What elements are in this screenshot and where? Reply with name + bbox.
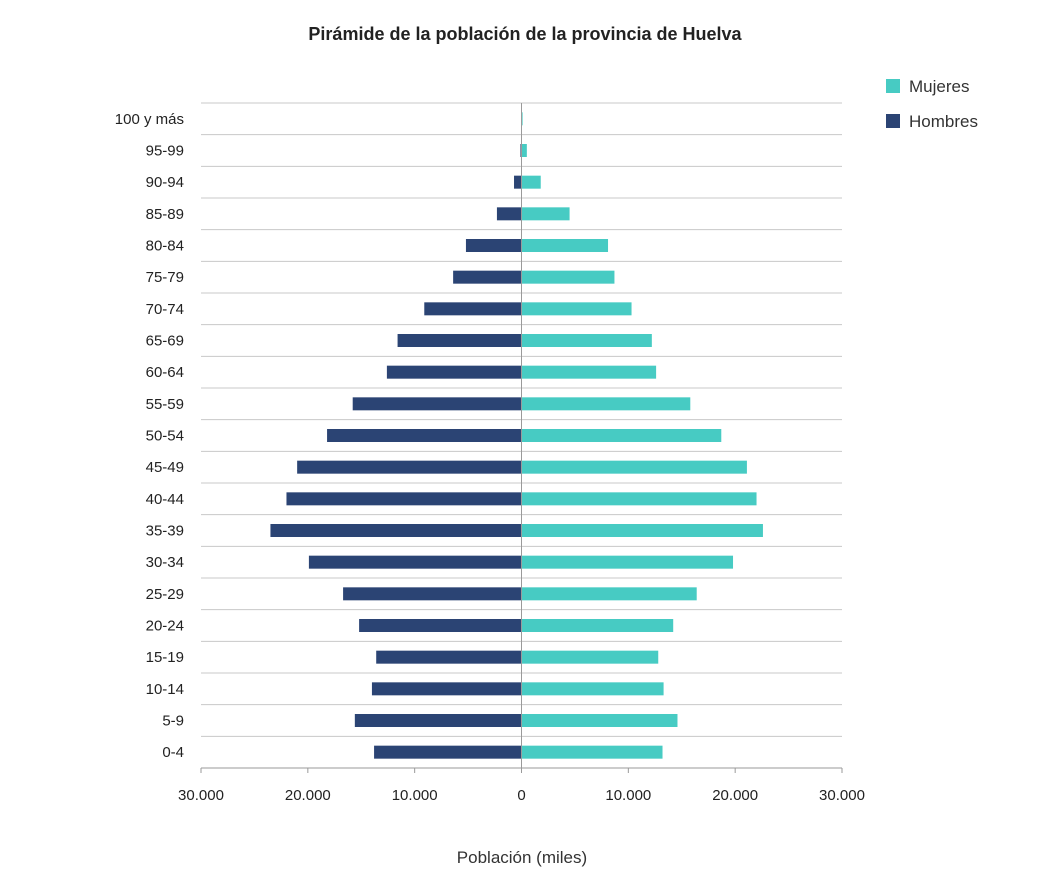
bar-hombres (354, 714, 522, 727)
category-labels: 100 y más 95-99 90-94 85-89 80-84 75-79 70-74 6… (115, 111, 184, 761)
category-label: 0-4 (162, 744, 184, 761)
bar-hombres (386, 365, 522, 379)
bar-hombres (297, 460, 522, 474)
category-label: 90-94 (146, 174, 184, 191)
category-label: 15-19 (146, 649, 184, 666)
category-label: 95-99 (146, 143, 184, 160)
bar-hombres (465, 239, 522, 252)
x-tick-labels: 30.000 20.000 10.000 0 10.000 20.000 30.000 (178, 787, 865, 804)
bar-hombres (352, 397, 522, 411)
bar-mujeres (521, 650, 659, 664)
x-axis-label: Población (miles) (457, 848, 587, 867)
category-label: 55-59 (146, 396, 184, 413)
x-tick-label: 0 (517, 787, 525, 804)
bar-mujeres (521, 144, 527, 157)
bar-mujeres (521, 112, 523, 126)
category-label: 40-44 (146, 491, 184, 508)
axes (200, 103, 843, 773)
bar-mujeres (521, 397, 691, 411)
bar-hombres (397, 334, 522, 347)
bar-hombres (359, 619, 522, 632)
bar-mujeres (521, 492, 757, 506)
bar-mujeres (521, 714, 678, 727)
bar-hombres (453, 270, 522, 284)
bar-hombres (286, 492, 522, 506)
legend-label: Hombres (909, 112, 978, 131)
category-label: 70-74 (146, 301, 184, 318)
category-label: 10-14 (146, 681, 184, 698)
legend: Mujeres Hombres (886, 77, 978, 131)
bar-mujeres (521, 175, 541, 189)
category-label: 100 y más (115, 111, 184, 128)
bar-mujeres (521, 207, 570, 221)
bar-mujeres (521, 239, 609, 252)
category-label: 50-54 (146, 428, 184, 445)
bar-mujeres (521, 524, 763, 537)
category-label: 80-84 (146, 238, 184, 255)
bars (270, 112, 763, 759)
category-label: 5-9 (162, 713, 184, 730)
bar-hombres (270, 524, 522, 537)
bar-hombres (327, 429, 522, 442)
bar-mujeres (521, 365, 657, 379)
x-tick-label: 10.000 (392, 787, 438, 804)
x-tick-label: 30.000 (819, 787, 865, 804)
bar-mujeres (521, 270, 615, 284)
bar-hombres (374, 745, 522, 759)
category-label: 60-64 (146, 364, 184, 381)
x-tick-label: 30.000 (178, 787, 224, 804)
bar-mujeres (521, 555, 734, 569)
category-label: 35-39 (146, 523, 184, 540)
bar-mujeres (521, 682, 664, 696)
legend-swatch (886, 114, 900, 128)
bar-hombres (496, 207, 522, 221)
bar-hombres (371, 682, 522, 696)
bar-mujeres (521, 334, 652, 347)
category-label: 20-24 (146, 618, 184, 635)
bar-hombres (520, 144, 522, 157)
x-tick-label: 20.000 (285, 787, 331, 804)
category-label: 45-49 (146, 459, 184, 476)
bar-mujeres (521, 745, 663, 759)
bar-hombres (424, 302, 522, 316)
bar-mujeres (521, 429, 722, 442)
category-label: 65-69 (146, 333, 184, 350)
bar-mujeres (521, 619, 674, 632)
bar-hombres (343, 587, 522, 601)
bar-mujeres (521, 587, 697, 601)
bar-hombres (514, 175, 522, 189)
bar-hombres (308, 555, 522, 569)
x-tick-label: 10.000 (605, 787, 651, 804)
category-label: 30-34 (146, 554, 184, 571)
bar-mujeres (521, 302, 632, 316)
legend-label: Mujeres (909, 77, 969, 96)
bar-hombres (376, 650, 522, 664)
category-label: 75-79 (146, 269, 184, 286)
category-label: 25-29 (146, 586, 184, 603)
x-tick-label: 20.000 (712, 787, 758, 804)
chart-title: Pirámide de la población de la provincia… (308, 24, 742, 44)
legend-swatch (886, 79, 900, 93)
bar-mujeres (521, 460, 747, 474)
category-label: 85-89 (146, 206, 184, 223)
